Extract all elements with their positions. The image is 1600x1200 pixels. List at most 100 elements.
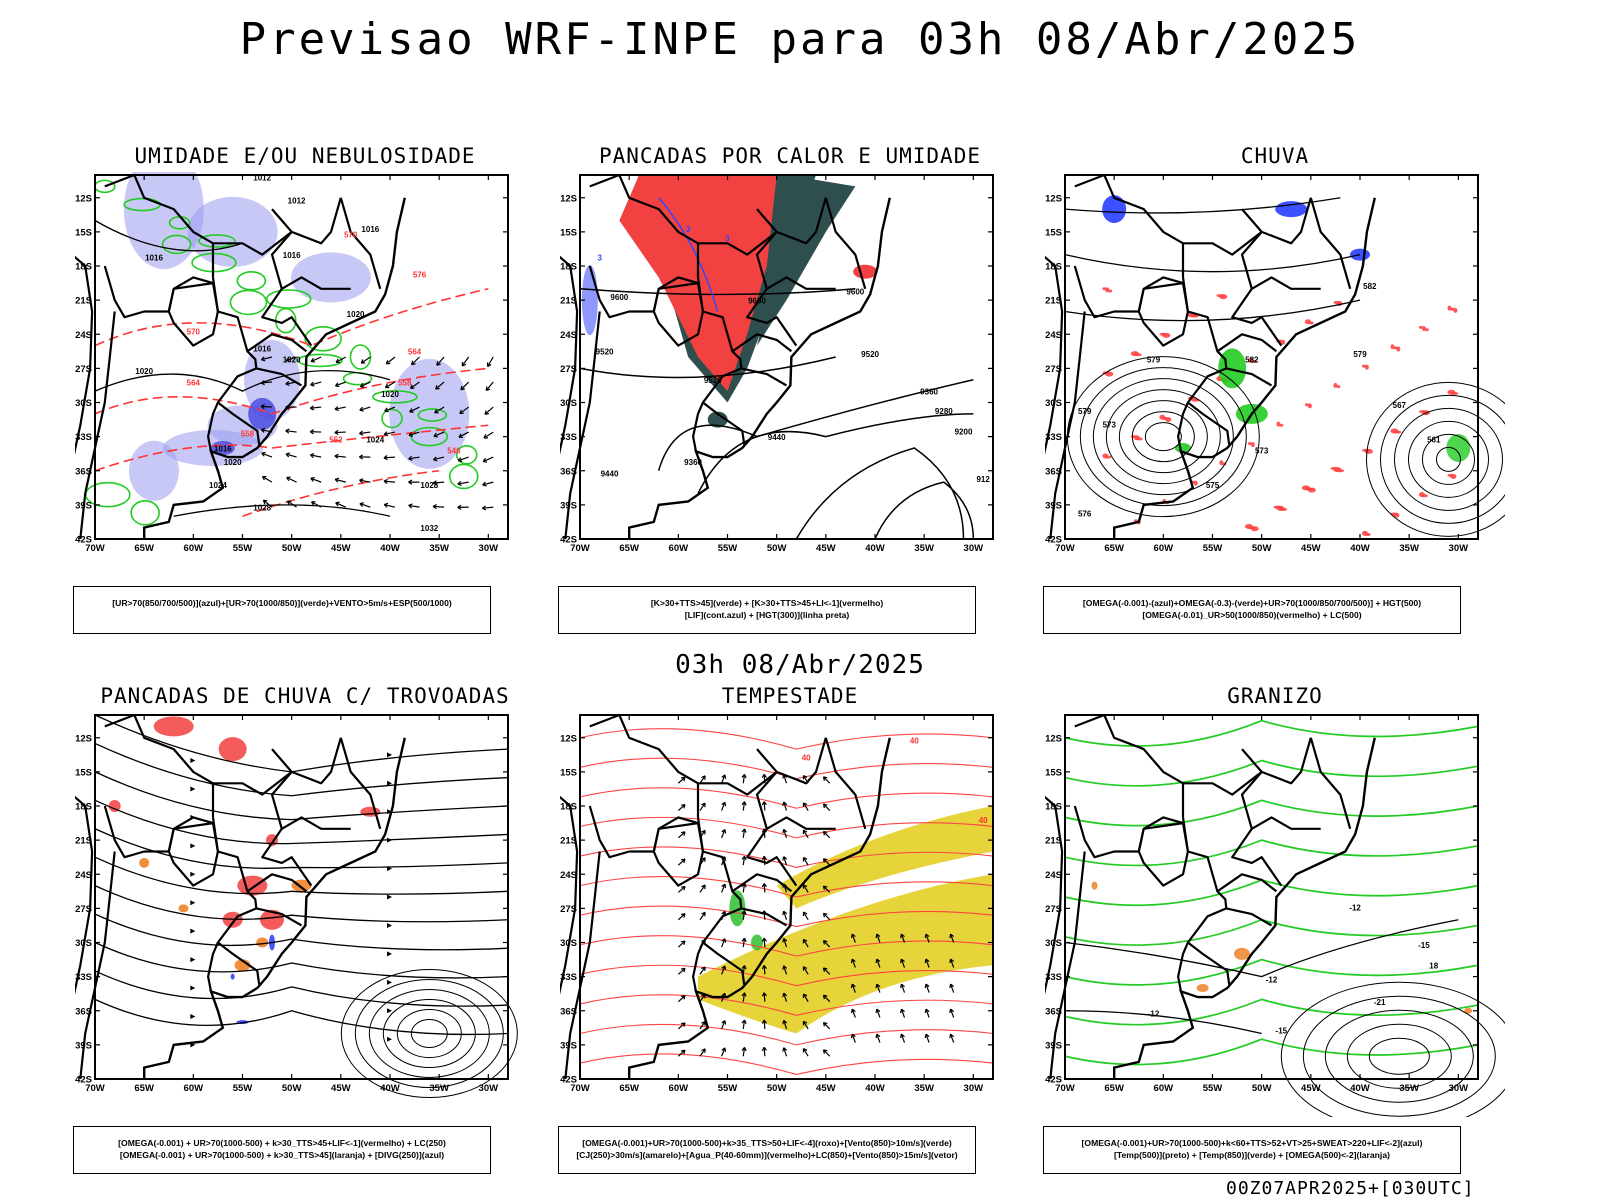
contour-label: 1024 xyxy=(366,435,384,444)
wind-vector-head xyxy=(359,406,364,412)
political-border xyxy=(824,197,867,290)
lon-label: 45W xyxy=(1301,1083,1321,1094)
humidity-1000-850-contour xyxy=(236,270,267,291)
lon-label: 55W xyxy=(1203,543,1223,554)
humidity-1000-850-contour xyxy=(417,408,448,422)
wind-vector xyxy=(411,356,420,366)
political-border xyxy=(564,311,601,540)
rain-omega-area xyxy=(1424,328,1429,332)
wind-vector xyxy=(950,933,955,943)
lon-label: 60W xyxy=(1154,543,1174,554)
wind-vector xyxy=(699,775,706,784)
wind-vector-head xyxy=(949,983,955,989)
wind-vector-head xyxy=(900,1033,905,1039)
wind-vector xyxy=(950,958,955,968)
wind-vector-head xyxy=(460,385,465,391)
rain-omega-area xyxy=(1393,512,1400,518)
height-300-contour xyxy=(579,356,836,379)
legend-line-1: [UR>70(850/700/500)](azul)+[UR>70(1000/8… xyxy=(112,598,452,608)
wind-vector xyxy=(876,1008,881,1018)
height-500-contour xyxy=(1105,389,1221,485)
wind-vector xyxy=(335,502,346,508)
lat-label: 36S xyxy=(75,1006,92,1017)
wind-vector-head xyxy=(701,884,706,890)
contour-label: 567 xyxy=(1393,401,1407,410)
wind-vector xyxy=(263,499,273,508)
rain-omega-area xyxy=(1165,417,1172,423)
wind-vector xyxy=(802,939,809,948)
wind-vector xyxy=(408,456,420,460)
wind-vector-head xyxy=(802,938,808,944)
wind-vector xyxy=(851,958,856,968)
wind-vector xyxy=(458,431,469,438)
temp-500-contour xyxy=(1368,1037,1430,1075)
contour-label: 9360 xyxy=(684,458,702,467)
rain-omega-area xyxy=(1307,403,1312,409)
wind-vector-head xyxy=(782,856,788,861)
wind-vector xyxy=(721,1020,726,1030)
wind-vector xyxy=(823,1022,831,1030)
wind-vector-head xyxy=(309,429,314,435)
wind-vector xyxy=(482,506,494,509)
humidity-850-700-500-area xyxy=(389,358,470,469)
lat-label: 12S xyxy=(560,193,577,204)
contour-label: 579 xyxy=(1147,356,1161,365)
wind-vector xyxy=(359,503,371,508)
wind-vector xyxy=(334,455,346,458)
political-border xyxy=(1251,816,1321,830)
wind-vector-head xyxy=(408,503,413,509)
contour-label: 1012 xyxy=(288,196,306,205)
lon-label: 50W xyxy=(767,1083,787,1094)
contour-label: -15 xyxy=(1276,1027,1288,1036)
wind-vector xyxy=(876,1033,881,1043)
height-300-contour xyxy=(579,288,856,296)
height-500-contour xyxy=(1131,411,1195,463)
wind-vector xyxy=(334,478,346,483)
wind-vector xyxy=(925,1008,930,1018)
wind-vector-head xyxy=(761,883,767,888)
political-border xyxy=(731,873,793,893)
lat-label: 27S xyxy=(1045,364,1062,375)
contour-label: 3 xyxy=(686,225,691,234)
wind-vector-head xyxy=(384,383,390,389)
wind-vector-head xyxy=(721,938,727,943)
lat-label: 15S xyxy=(75,767,92,778)
wind-vector-head xyxy=(459,409,464,415)
humidity-1000-850-contour xyxy=(198,234,236,248)
lat-label: 39S xyxy=(560,500,577,511)
coastline-east xyxy=(628,197,891,539)
wind-vector-head xyxy=(432,456,438,462)
streamline-850 xyxy=(579,905,994,928)
wind-vector-head xyxy=(384,407,389,413)
omega-500-area xyxy=(1464,1007,1473,1014)
wind-vector xyxy=(950,983,955,993)
wind-vector xyxy=(408,504,420,508)
humidity-1000-850-contour xyxy=(381,408,403,429)
rain-omega-area xyxy=(1364,532,1371,536)
contour-label: 573 xyxy=(1255,447,1269,456)
streamline-vortex xyxy=(340,969,518,1098)
thickness-contour xyxy=(94,287,489,347)
wind-vector xyxy=(677,831,686,839)
model-run-stamp: 00Z07APR2025+[030UTC] xyxy=(1226,1178,1475,1199)
wind-vector xyxy=(384,406,396,412)
political-border xyxy=(696,277,746,445)
political-border xyxy=(261,231,313,347)
temp-850-contour xyxy=(1064,719,1479,747)
wind-vector-head xyxy=(822,885,828,891)
wind-vector xyxy=(677,913,686,921)
wind-vector-head xyxy=(721,883,727,889)
wind-vector xyxy=(742,1047,746,1057)
lat-label: 18S xyxy=(1045,802,1062,813)
contour-label: 546 xyxy=(447,447,461,456)
lat-label: 36S xyxy=(75,466,92,477)
lat-label: 12S xyxy=(1045,193,1062,204)
thickness-contour xyxy=(242,469,440,518)
wind-vector-head xyxy=(680,776,686,782)
political-border xyxy=(1226,907,1273,927)
wind-vector xyxy=(287,500,297,508)
height-500-contour xyxy=(1118,400,1208,474)
rain-omega-blue xyxy=(1102,195,1127,224)
wind-vector xyxy=(802,1020,809,1030)
